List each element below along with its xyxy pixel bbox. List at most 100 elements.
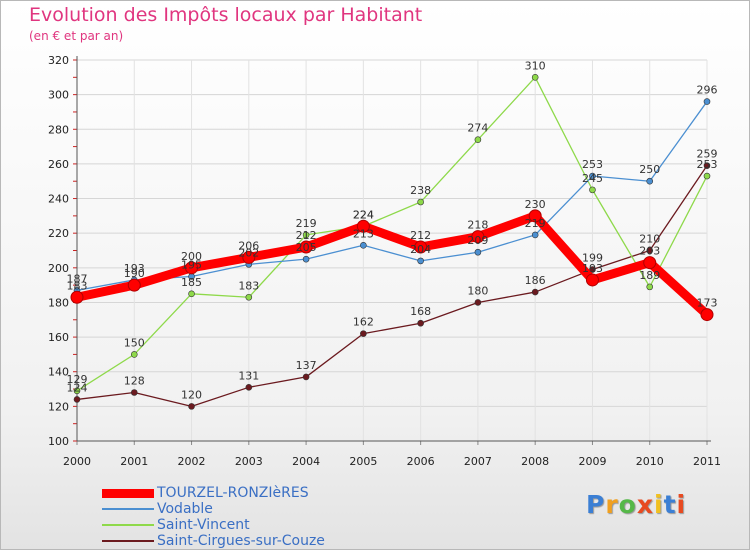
series-point-3	[188, 403, 195, 410]
series-point-2	[73, 387, 81, 395]
legend-label: Vodable	[157, 501, 213, 517]
logo-letter: x	[636, 490, 654, 519]
legend-swatch	[102, 540, 154, 542]
y-tick-label: 100	[48, 435, 69, 448]
series-point-3	[703, 162, 711, 169]
series-line-0	[72, 211, 712, 320]
series-point-0	[356, 219, 370, 233]
series-point-3	[360, 330, 367, 337]
data-label: 180	[467, 284, 488, 297]
x-tick-label: 2010	[636, 455, 664, 468]
logo-letter: o	[618, 490, 637, 519]
legend-swatch	[102, 524, 154, 526]
x-tick-label: 2007	[464, 455, 492, 468]
data-label: 245	[582, 172, 603, 185]
data-label: 250	[639, 163, 660, 176]
data-label: 310	[525, 59, 546, 72]
legend-swatch	[102, 508, 154, 510]
y-tick-label: 180	[48, 296, 69, 309]
x-tick-label: 2002	[178, 455, 206, 468]
x-tick-label: 2009	[578, 455, 606, 468]
series-point-3	[417, 319, 424, 327]
series-point-3	[130, 389, 138, 396]
legend-item: TOURZEL-RONZIèRES	[102, 485, 362, 501]
series-point-0	[528, 209, 542, 223]
series-point-1	[589, 172, 596, 180]
data-label: 187	[67, 272, 88, 285]
y-tick-label: 320	[48, 54, 69, 67]
data-label: 203	[639, 245, 660, 258]
data-label: 185	[181, 276, 202, 289]
series-point-0	[585, 273, 599, 287]
series-point-0	[185, 261, 199, 275]
legend-label: Saint-Vincent	[157, 517, 250, 533]
data-label: 219	[525, 217, 546, 230]
data-label: 193	[124, 262, 145, 275]
series-point-1	[302, 255, 310, 263]
series-point-0	[414, 240, 428, 254]
x-tick-label: 2005	[349, 455, 377, 468]
data-label: 162	[353, 316, 374, 329]
series-point-2	[130, 351, 138, 358]
series-point-3	[302, 373, 310, 381]
series-point-0	[242, 250, 256, 264]
y-tick-label: 160	[48, 331, 69, 344]
data-label: 124	[67, 381, 88, 394]
data-label: 137	[296, 359, 317, 372]
legend-item: Saint-Vincent	[102, 517, 362, 533]
y-tick-label: 240	[48, 193, 69, 206]
y-tick-label: 120	[48, 400, 69, 413]
series-point-3	[245, 384, 253, 391]
data-label: 190	[124, 267, 145, 280]
data-label: 212	[296, 229, 317, 242]
data-label: 296	[697, 84, 718, 97]
series-point-0	[471, 230, 485, 244]
data-label: 193	[582, 262, 603, 275]
series-line-3	[76, 164, 708, 408]
series-point-0	[70, 290, 84, 304]
series-point-3	[73, 396, 81, 403]
x-tick-label: 2000	[63, 455, 91, 468]
series-point-2	[646, 283, 654, 291]
proxiti-logo: Proxiti	[586, 490, 686, 519]
series-point-2	[531, 74, 539, 81]
series-point-1	[703, 98, 711, 105]
data-label: 213	[353, 227, 374, 240]
logo-letter: i	[654, 490, 664, 519]
x-tick-label: 2004	[292, 455, 320, 468]
data-label: 205	[296, 241, 317, 254]
legend-item: Vodable	[102, 501, 362, 517]
x-tick-label: 2003	[235, 455, 263, 468]
legend-label: Saint-Cirgues-sur-Couze	[157, 533, 325, 549]
y-tick-label: 260	[48, 158, 69, 171]
x-tick-label: 2006	[407, 455, 435, 468]
data-label: 131	[238, 369, 259, 382]
series-line-2	[76, 76, 708, 392]
data-label: 183	[67, 279, 88, 292]
series-point-1	[417, 257, 424, 265]
series-point-2	[474, 136, 482, 143]
x-tick-label: 2001	[120, 455, 148, 468]
series-point-3	[646, 247, 654, 254]
series-point-2	[188, 290, 195, 298]
data-label: 238	[410, 184, 431, 197]
data-label: 173	[697, 297, 718, 310]
series-point-0	[643, 256, 657, 270]
data-label: 189	[639, 269, 660, 282]
data-label: 253	[582, 158, 603, 171]
chart-title: Evolution des Impôts locaux par Habitant	[29, 4, 423, 26]
y-tick-label: 200	[48, 262, 69, 275]
logo-letter: r	[605, 490, 619, 519]
data-label: 129	[67, 373, 88, 386]
series-point-2	[703, 172, 711, 180]
data-label: 206	[238, 239, 259, 252]
data-label: 259	[697, 148, 718, 161]
series-point-3	[589, 266, 596, 273]
y-tick-label: 300	[48, 89, 69, 102]
data-label: 230	[525, 198, 546, 211]
data-label: 218	[467, 219, 488, 232]
data-label: 168	[410, 305, 431, 318]
series-point-3	[474, 299, 482, 306]
data-label: 202	[238, 246, 259, 259]
